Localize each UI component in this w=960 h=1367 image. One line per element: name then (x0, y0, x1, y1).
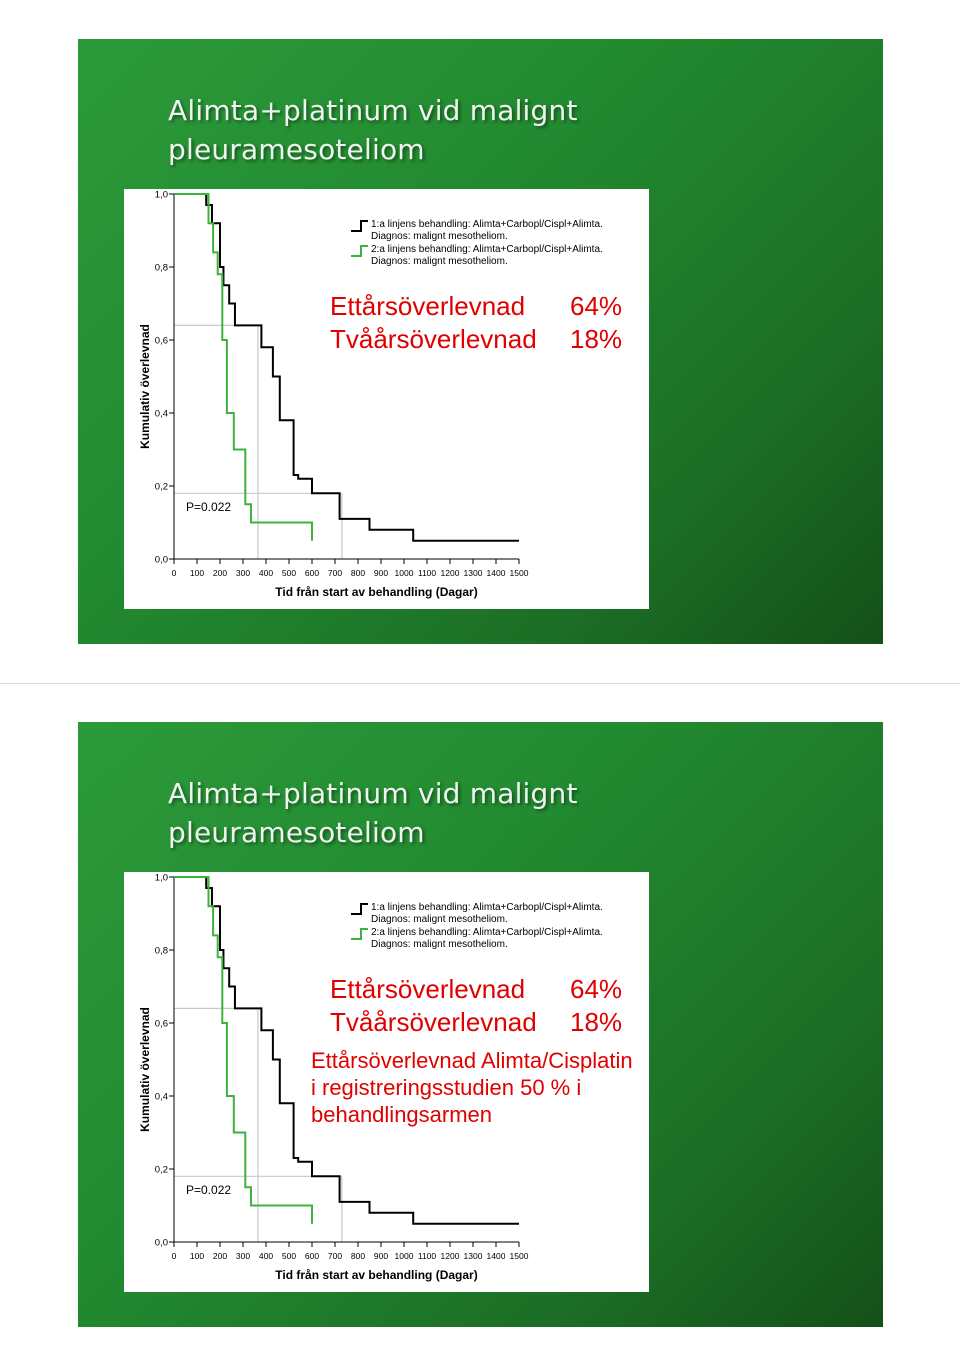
x-tick-label: 100 (190, 1251, 204, 1261)
x-tick-label: 800 (351, 568, 365, 578)
x-axis-label: Tid från start av behandling (Dagar) (275, 585, 477, 599)
x-tick-label: 1000 (395, 1251, 414, 1261)
x-tick-label: 700 (328, 568, 342, 578)
slide-title-line-1: Alimta+platinum vid malignt (168, 91, 578, 130)
slide-title: Alimta+platinum vid malignt pleuramesote… (168, 774, 578, 852)
y-tick-label: 0,4 (155, 1092, 168, 1103)
y-tick-label: 0,0 (155, 1238, 168, 1249)
x-tick-label: 1500 (510, 1251, 529, 1261)
legend-label-line-1: 2:a linjens behandling: Alimta+Carbopl/C… (371, 927, 603, 938)
survival-curve-series-2 (174, 877, 312, 1224)
x-tick-label: 1200 (441, 1251, 460, 1261)
legend-symbol-series-2 (351, 929, 368, 939)
x-tick-label: 900 (374, 1251, 388, 1261)
x-tick-label: 300 (236, 568, 250, 578)
y-tick-label: 0,6 (155, 336, 168, 347)
one-year-survival-label: Ettårsöverlevnad (330, 974, 525, 1005)
registration-study-note-line-3: behandlingsarmen (311, 1102, 492, 1128)
x-tick-label: 700 (328, 1251, 342, 1261)
x-tick-label: 200 (213, 1251, 227, 1261)
x-tick-label: 400 (259, 568, 273, 578)
p-value-annotation: P=0.022 (186, 500, 231, 514)
x-tick-label: 900 (374, 568, 388, 578)
legend-label-line-1: 1:a linjens behandling: Alimta+Carbopl/C… (371, 902, 603, 913)
x-tick-label: 1100 (418, 568, 437, 578)
legend-symbol-series-2 (351, 246, 368, 256)
x-tick-label: 1300 (464, 1251, 483, 1261)
page-divider (0, 683, 960, 684)
p-value-annotation: P=0.022 (186, 1183, 231, 1197)
x-axis-label: Tid från start av behandling (Dagar) (275, 1268, 477, 1282)
legend-label-line-2: Diagnos: malignt mesotheliom. (371, 231, 508, 242)
x-tick-label: 1200 (441, 568, 460, 578)
one-year-survival-label: Ettårsöverlevnad (330, 291, 525, 322)
x-tick-label: 1000 (395, 568, 414, 578)
slide-1: Alimta+platinum vid malignt pleuramesote… (78, 39, 883, 644)
x-tick-label: 400 (259, 1251, 273, 1261)
legend-label-line-2: Diagnos: malignt mesotheliom. (371, 256, 508, 267)
x-tick-label: 500 (282, 1251, 296, 1261)
slide-2: Alimta+platinum vid malignt pleuramesote… (78, 722, 883, 1327)
slide-title-line-2: pleuramesoteliom (168, 130, 578, 169)
x-tick-label: 1400 (487, 1251, 506, 1261)
slide-title-line-2: pleuramesoteliom (168, 813, 578, 852)
registration-study-note-line-1: Ettårsöverlevnad Alimta/Cisplatin (311, 1048, 633, 1074)
one-year-survival-value: 64% (570, 291, 622, 322)
slide-title: Alimta+platinum vid malignt pleuramesote… (168, 91, 578, 169)
x-tick-label: 1400 (487, 568, 506, 578)
y-tick-label: 0,0 (155, 555, 168, 566)
registration-study-note-line-2: i registreringsstudien 50 % i (311, 1075, 581, 1101)
y-tick-label: 1,0 (155, 873, 168, 884)
kaplan-meier-chart: 0,0 0,2 0,4 0,6 0,8 1,0 0 100 200 300 400 500 600 700… (124, 189, 649, 609)
two-year-survival-label: Tvåårsöverlevnad (330, 1007, 537, 1038)
x-tick-label: 0 (172, 568, 177, 578)
y-tick-label: 0,2 (155, 482, 168, 493)
slide-title-line-1: Alimta+platinum vid malignt (168, 774, 578, 813)
y-tick-label: 0,2 (155, 1165, 168, 1176)
legend-label-line-1: 1:a linjens behandling: Alimta+Carbopl/C… (371, 219, 603, 230)
two-year-survival-value: 18% (570, 324, 622, 355)
legend-label-line-2: Diagnos: malignt mesotheliom. (371, 914, 508, 925)
x-tick-label: 800 (351, 1251, 365, 1261)
y-tick-label: 1,0 (155, 190, 168, 201)
x-tick-label: 1300 (464, 568, 483, 578)
survival-chart-panel: 0,0 0,2 0,4 0,6 0,8 1,0 0 100 200 300 400 500 600 700… (124, 189, 649, 609)
y-tick-label: 0,8 (155, 946, 168, 957)
survival-curve-series-2 (174, 194, 312, 541)
one-year-survival-value: 64% (570, 974, 622, 1005)
legend-label-line-2: Diagnos: malignt mesotheliom. (371, 939, 508, 950)
two-year-survival-value: 18% (570, 1007, 622, 1038)
y-tick-label: 0,6 (155, 1019, 168, 1030)
x-tick-label: 0 (172, 1251, 177, 1261)
legend-label-line-1: 2:a linjens behandling: Alimta+Carbopl/C… (371, 244, 603, 255)
x-tick-label: 300 (236, 1251, 250, 1261)
y-axis-label: Kumulativ överlevnad (138, 324, 152, 449)
y-tick-label: 0,8 (155, 263, 168, 274)
x-tick-label: 600 (305, 568, 319, 578)
x-tick-label: 1100 (418, 1251, 437, 1261)
legend-symbol-series-1 (351, 904, 368, 914)
y-axis-label: Kumulativ överlevnad (138, 1007, 152, 1132)
two-year-survival-label: Tvåårsöverlevnad (330, 324, 537, 355)
x-tick-label: 1500 (510, 568, 529, 578)
x-tick-label: 600 (305, 1251, 319, 1261)
x-tick-label: 100 (190, 568, 204, 578)
x-tick-label: 200 (213, 568, 227, 578)
x-tick-label: 500 (282, 568, 296, 578)
legend-symbol-series-1 (351, 221, 368, 231)
y-tick-label: 0,4 (155, 409, 168, 420)
